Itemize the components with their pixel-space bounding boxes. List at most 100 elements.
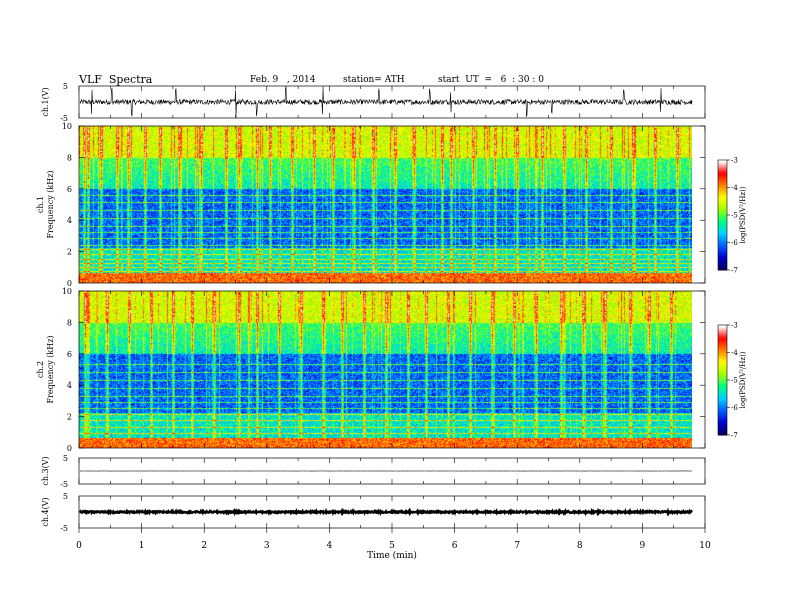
colorbar-swatch [718, 363, 727, 366]
colorbar-swatch [718, 347, 727, 350]
colorbar-swatch [718, 260, 727, 264]
colorbar-swatch [718, 240, 727, 243]
date-label: Feb. 9 , 2014 [250, 75, 316, 85]
spectrogram-image-ch2-spectrogram [79, 291, 692, 448]
time-tick-label: 4 [327, 541, 333, 551]
ch1-spectrogram-ylabel: Frequency (kHz) [46, 170, 55, 238]
colorbar-swatch [718, 259, 727, 262]
colorbar-tick-label: -4 [731, 349, 738, 357]
freq-tick-label: 0 [67, 444, 72, 453]
colorbar-label: log(PSD(V²/Hz)) [739, 186, 747, 243]
colorbar-swatch [718, 359, 727, 363]
colorbar-swatch [718, 161, 727, 165]
colorbar-swatch [718, 218, 727, 221]
colorbar-swatch [718, 163, 727, 166]
colorbar-swatch [718, 246, 727, 249]
colorbar-swatch [718, 233, 727, 236]
colorbar-swatch [718, 209, 727, 212]
ch1-ytick-label: -5 [60, 114, 68, 123]
colorbar-swatch [718, 400, 727, 403]
colorbar-swatch [718, 244, 727, 247]
colorbar-swatch [718, 409, 727, 412]
colorbar-swatch [718, 242, 727, 245]
time-tick-label: 10 [699, 541, 711, 551]
colorbar-swatch [718, 433, 727, 436]
ch2-spectrogram-ylabel: Frequency (kHz) [46, 335, 55, 403]
colorbar-swatch [718, 198, 727, 201]
colorbar-swatch [718, 253, 727, 256]
ch4-voltage-ytick-label: 5 [63, 492, 68, 501]
colorbar-swatch [718, 227, 727, 231]
colorbar-swatch [718, 215, 727, 218]
colorbar-swatch [718, 167, 727, 170]
colorbar-swatch [718, 367, 727, 370]
ch3-voltage-ylabel: ch.3(V) [41, 456, 50, 485]
colorbar-swatch [718, 185, 727, 188]
colorbar-swatch [718, 202, 727, 205]
ch4-voltage-ytick-label: -5 [60, 524, 68, 533]
time-tick-label: 8 [577, 541, 583, 551]
colorbar-swatch [718, 182, 727, 185]
colorbar-swatch [718, 391, 727, 394]
trace-ch1-voltage [79, 86, 693, 118]
colorbar-swatch [718, 422, 727, 425]
colorbar-tick-label: -7 [731, 432, 738, 440]
colorbar-swatch [718, 187, 727, 190]
colorbar-swatch [718, 222, 727, 225]
colorbar-swatch [718, 416, 727, 419]
colorbar-swatch [718, 352, 727, 355]
colorbar-swatch [718, 213, 727, 216]
colorbar-swatch [718, 238, 727, 242]
colorbar-swatch [718, 216, 727, 220]
colorbar-swatch [718, 341, 727, 344]
colorbar-swatch [718, 356, 727, 359]
colorbar-swatch [718, 191, 727, 194]
colorbar-tick-label: -3 [731, 157, 738, 165]
colorbar-swatch [718, 235, 727, 238]
freq-tick-label: 6 [67, 185, 72, 194]
colorbar-swatch [718, 411, 727, 414]
colorbar-tick-label: -4 [731, 184, 738, 192]
colorbar-tick-label: -5 [731, 212, 738, 220]
colorbar-swatch [718, 431, 727, 434]
time-tick-label: 3 [264, 541, 270, 551]
freq-tick-label: 10 [62, 287, 72, 296]
colorbar-swatch [718, 380, 727, 383]
start-time-label: start UT = 6 : 30 : 0 [438, 75, 544, 85]
figure-title: VLF Spectra [79, 73, 153, 86]
colorbar-swatch [718, 255, 727, 258]
colorbar-swatch [718, 369, 727, 372]
time-tick-label: 0 [76, 541, 82, 551]
colorbar-swatch [718, 392, 727, 396]
colorbar-swatch [718, 326, 727, 330]
colorbar-swatch [718, 396, 727, 399]
colorbar-swatch [718, 325, 727, 328]
colorbar-swatch [718, 220, 727, 223]
colorbar-swatch [718, 374, 727, 377]
colorbar-swatch [718, 350, 727, 353]
colorbar-swatch [718, 358, 727, 361]
colorbar-swatch [718, 211, 727, 214]
colorbar-swatch [718, 264, 727, 267]
freq-tick-label: 0 [67, 279, 72, 288]
colorbar-tick-label: -3 [731, 322, 738, 330]
colorbar-swatch [718, 196, 727, 199]
colorbar-swatch [718, 174, 727, 177]
colorbar-swatch [718, 389, 727, 392]
colorbar-tick-label: -6 [731, 404, 738, 412]
colorbar-swatch [718, 405, 727, 408]
freq-tick-label: 2 [67, 413, 72, 422]
colorbar-swatch [718, 385, 727, 388]
colorbar-swatch [718, 427, 727, 430]
colorbar-swatch [718, 354, 727, 357]
colorbar-swatch [718, 204, 727, 207]
colorbar-swatch [718, 330, 727, 333]
colorbar-swatch [718, 160, 727, 163]
colorbar-swatch [718, 383, 727, 386]
colorbar-swatch [718, 193, 727, 196]
colorbar-swatch [718, 429, 727, 432]
trace-ch4-voltage [78, 507, 693, 517]
colorbar-swatch [718, 231, 727, 234]
colorbar-swatch [718, 178, 727, 181]
